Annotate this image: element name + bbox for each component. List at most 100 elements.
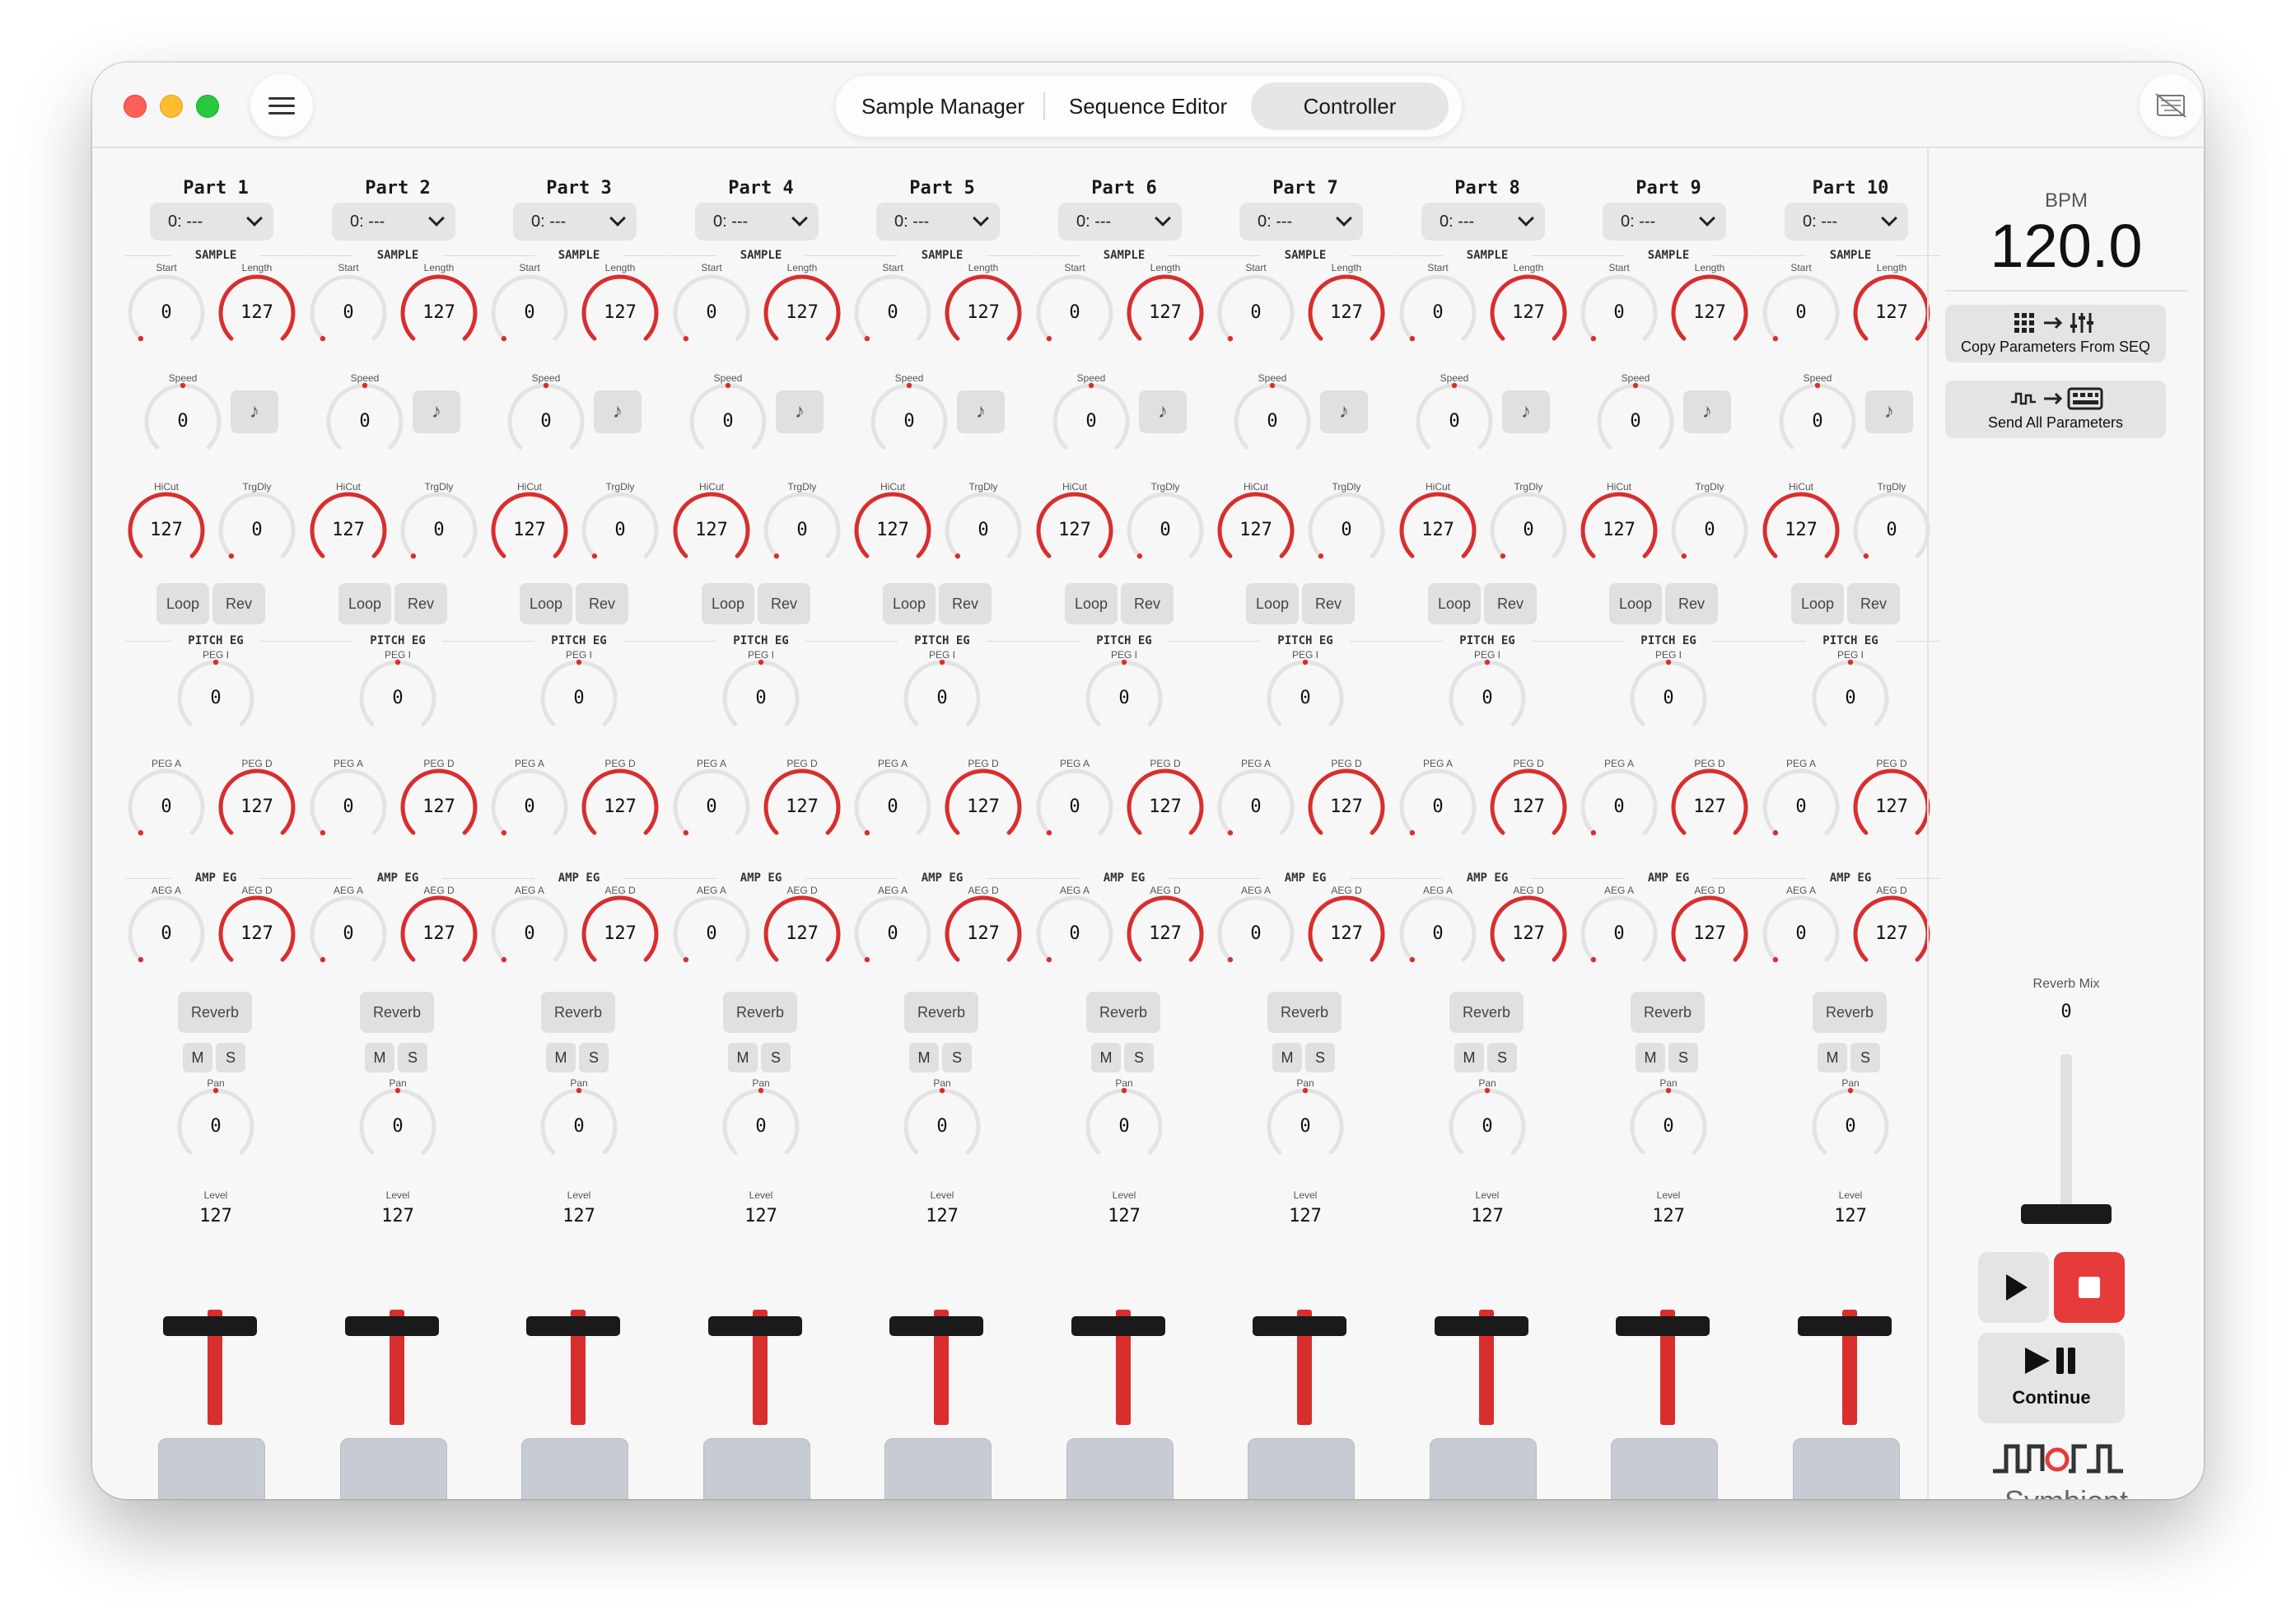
sample-select[interactable]: 0: ---: [695, 203, 819, 241]
hicut-knob[interactable]: 127: [307, 489, 390, 572]
aeg-a-knob[interactable]: 0: [1215, 893, 1297, 975]
level-fader-track[interactable]: [753, 1310, 768, 1425]
trgdly-knob[interactable]: 0: [1305, 489, 1388, 572]
trgdly-knob[interactable]: 0: [398, 489, 480, 572]
aeg-a-knob[interactable]: 0: [125, 893, 208, 975]
solo-button[interactable]: S: [942, 1043, 972, 1072]
tab-controller[interactable]: Controller: [1251, 82, 1449, 130]
peg-d-knob[interactable]: 127: [1305, 766, 1388, 848]
level-fader-handle[interactable]: [1253, 1316, 1346, 1336]
aeg-a-knob[interactable]: 0: [307, 893, 390, 975]
level-fader-handle[interactable]: [345, 1316, 439, 1336]
length-knob[interactable]: 127: [398, 272, 480, 354]
trigger-pad[interactable]: [1066, 1438, 1174, 1499]
length-knob[interactable]: 127: [1124, 272, 1206, 354]
tab-sequence-editor[interactable]: Sequence Editor: [1068, 93, 1228, 119]
level-fader-track[interactable]: [1842, 1310, 1857, 1425]
reverb-button[interactable]: Reverb: [723, 992, 797, 1033]
peg-a-knob[interactable]: 0: [1397, 766, 1479, 848]
peg-a-knob[interactable]: 0: [1760, 766, 1842, 848]
loop-button[interactable]: Loop: [1791, 583, 1844, 624]
level-fader-track[interactable]: [1479, 1310, 1494, 1425]
start-knob[interactable]: 0: [1578, 272, 1660, 354]
reverb-button[interactable]: Reverb: [360, 992, 434, 1033]
mute-button[interactable]: M: [1454, 1043, 1484, 1072]
sample-select[interactable]: 0: ---: [513, 203, 637, 241]
menu-button[interactable]: [250, 74, 313, 137]
peg-a-knob[interactable]: 0: [852, 766, 934, 848]
loop-button[interactable]: Loop: [702, 583, 754, 624]
peg-i-knob[interactable]: 0: [538, 657, 620, 740]
solo-button[interactable]: S: [761, 1043, 791, 1072]
loop-button[interactable]: Loop: [1609, 583, 1662, 624]
keyboard-toggle-button[interactable]: [2140, 74, 2202, 137]
aeg-a-knob[interactable]: 0: [670, 893, 753, 975]
trigger-pad[interactable]: [158, 1438, 265, 1499]
rev-button[interactable]: Rev: [1665, 583, 1718, 624]
music-note-button[interactable]: ♪: [776, 390, 824, 433]
peg-i-knob[interactable]: 0: [1809, 657, 1892, 740]
hicut-knob[interactable]: 127: [1215, 489, 1297, 572]
solo-button[interactable]: S: [398, 1043, 427, 1072]
peg-a-knob[interactable]: 0: [1034, 766, 1116, 848]
length-knob[interactable]: 127: [761, 272, 843, 354]
music-note-button[interactable]: ♪: [231, 390, 278, 433]
mute-button[interactable]: M: [365, 1043, 394, 1072]
level-fader-track[interactable]: [390, 1310, 404, 1425]
solo-button[interactable]: S: [1305, 1043, 1335, 1072]
solo-button[interactable]: S: [1850, 1043, 1880, 1072]
reverb-mix-slider-track[interactable]: [2060, 1054, 2072, 1219]
start-knob[interactable]: 0: [1760, 272, 1842, 354]
start-knob[interactable]: 0: [1034, 272, 1116, 354]
pan-knob[interactable]: 0: [538, 1086, 620, 1168]
mute-button[interactable]: M: [1091, 1043, 1121, 1072]
length-knob[interactable]: 127: [942, 272, 1024, 354]
level-fader-track[interactable]: [934, 1310, 949, 1425]
pan-knob[interactable]: 0: [1627, 1086, 1710, 1168]
level-fader-track[interactable]: [208, 1310, 222, 1425]
speed-knob[interactable]: 0: [505, 381, 587, 463]
speed-knob[interactable]: 0: [1050, 381, 1132, 463]
speed-knob[interactable]: 0: [324, 381, 406, 463]
length-knob[interactable]: 127: [1850, 272, 1933, 354]
mute-button[interactable]: M: [183, 1043, 212, 1072]
trigger-pad[interactable]: [521, 1438, 628, 1499]
solo-button[interactable]: S: [579, 1043, 609, 1072]
peg-d-knob[interactable]: 127: [579, 766, 661, 848]
trigger-pad[interactable]: [1611, 1438, 1718, 1499]
aeg-a-knob[interactable]: 0: [1760, 893, 1842, 975]
peg-d-knob[interactable]: 127: [761, 766, 843, 848]
loop-button[interactable]: Loop: [883, 583, 936, 624]
rev-button[interactable]: Rev: [939, 583, 992, 624]
trgdly-knob[interactable]: 0: [761, 489, 843, 572]
pan-knob[interactable]: 0: [175, 1086, 257, 1168]
peg-a-knob[interactable]: 0: [670, 766, 753, 848]
zoom-window-button[interactable]: [196, 95, 219, 118]
speed-knob[interactable]: 0: [687, 381, 769, 463]
solo-button[interactable]: S: [1124, 1043, 1154, 1072]
peg-i-knob[interactable]: 0: [720, 657, 802, 740]
peg-d-knob[interactable]: 127: [1850, 766, 1933, 848]
rev-button[interactable]: Rev: [1484, 583, 1537, 624]
loop-button[interactable]: Loop: [1428, 583, 1481, 624]
aeg-d-knob[interactable]: 127: [942, 893, 1024, 975]
start-knob[interactable]: 0: [852, 272, 934, 354]
peg-i-knob[interactable]: 0: [1083, 657, 1165, 740]
rev-button[interactable]: Rev: [758, 583, 810, 624]
peg-a-knob[interactable]: 0: [1215, 766, 1297, 848]
solo-button[interactable]: S: [216, 1043, 245, 1072]
hicut-knob[interactable]: 127: [852, 489, 934, 572]
peg-d-knob[interactable]: 127: [1668, 766, 1751, 848]
peg-i-knob[interactable]: 0: [1446, 657, 1528, 740]
rev-button[interactable]: Rev: [1847, 583, 1900, 624]
hicut-knob[interactable]: 127: [1760, 489, 1842, 572]
peg-i-knob[interactable]: 0: [901, 657, 983, 740]
pan-knob[interactable]: 0: [720, 1086, 802, 1168]
tab-sample-manager[interactable]: Sample Manager: [861, 93, 1024, 119]
reverb-button[interactable]: Reverb: [1813, 992, 1887, 1033]
reverb-button[interactable]: Reverb: [904, 992, 978, 1033]
trigger-pad[interactable]: [1793, 1438, 1900, 1499]
peg-d-knob[interactable]: 127: [398, 766, 480, 848]
loop-button[interactable]: Loop: [1065, 583, 1118, 624]
speed-knob[interactable]: 0: [868, 381, 950, 463]
